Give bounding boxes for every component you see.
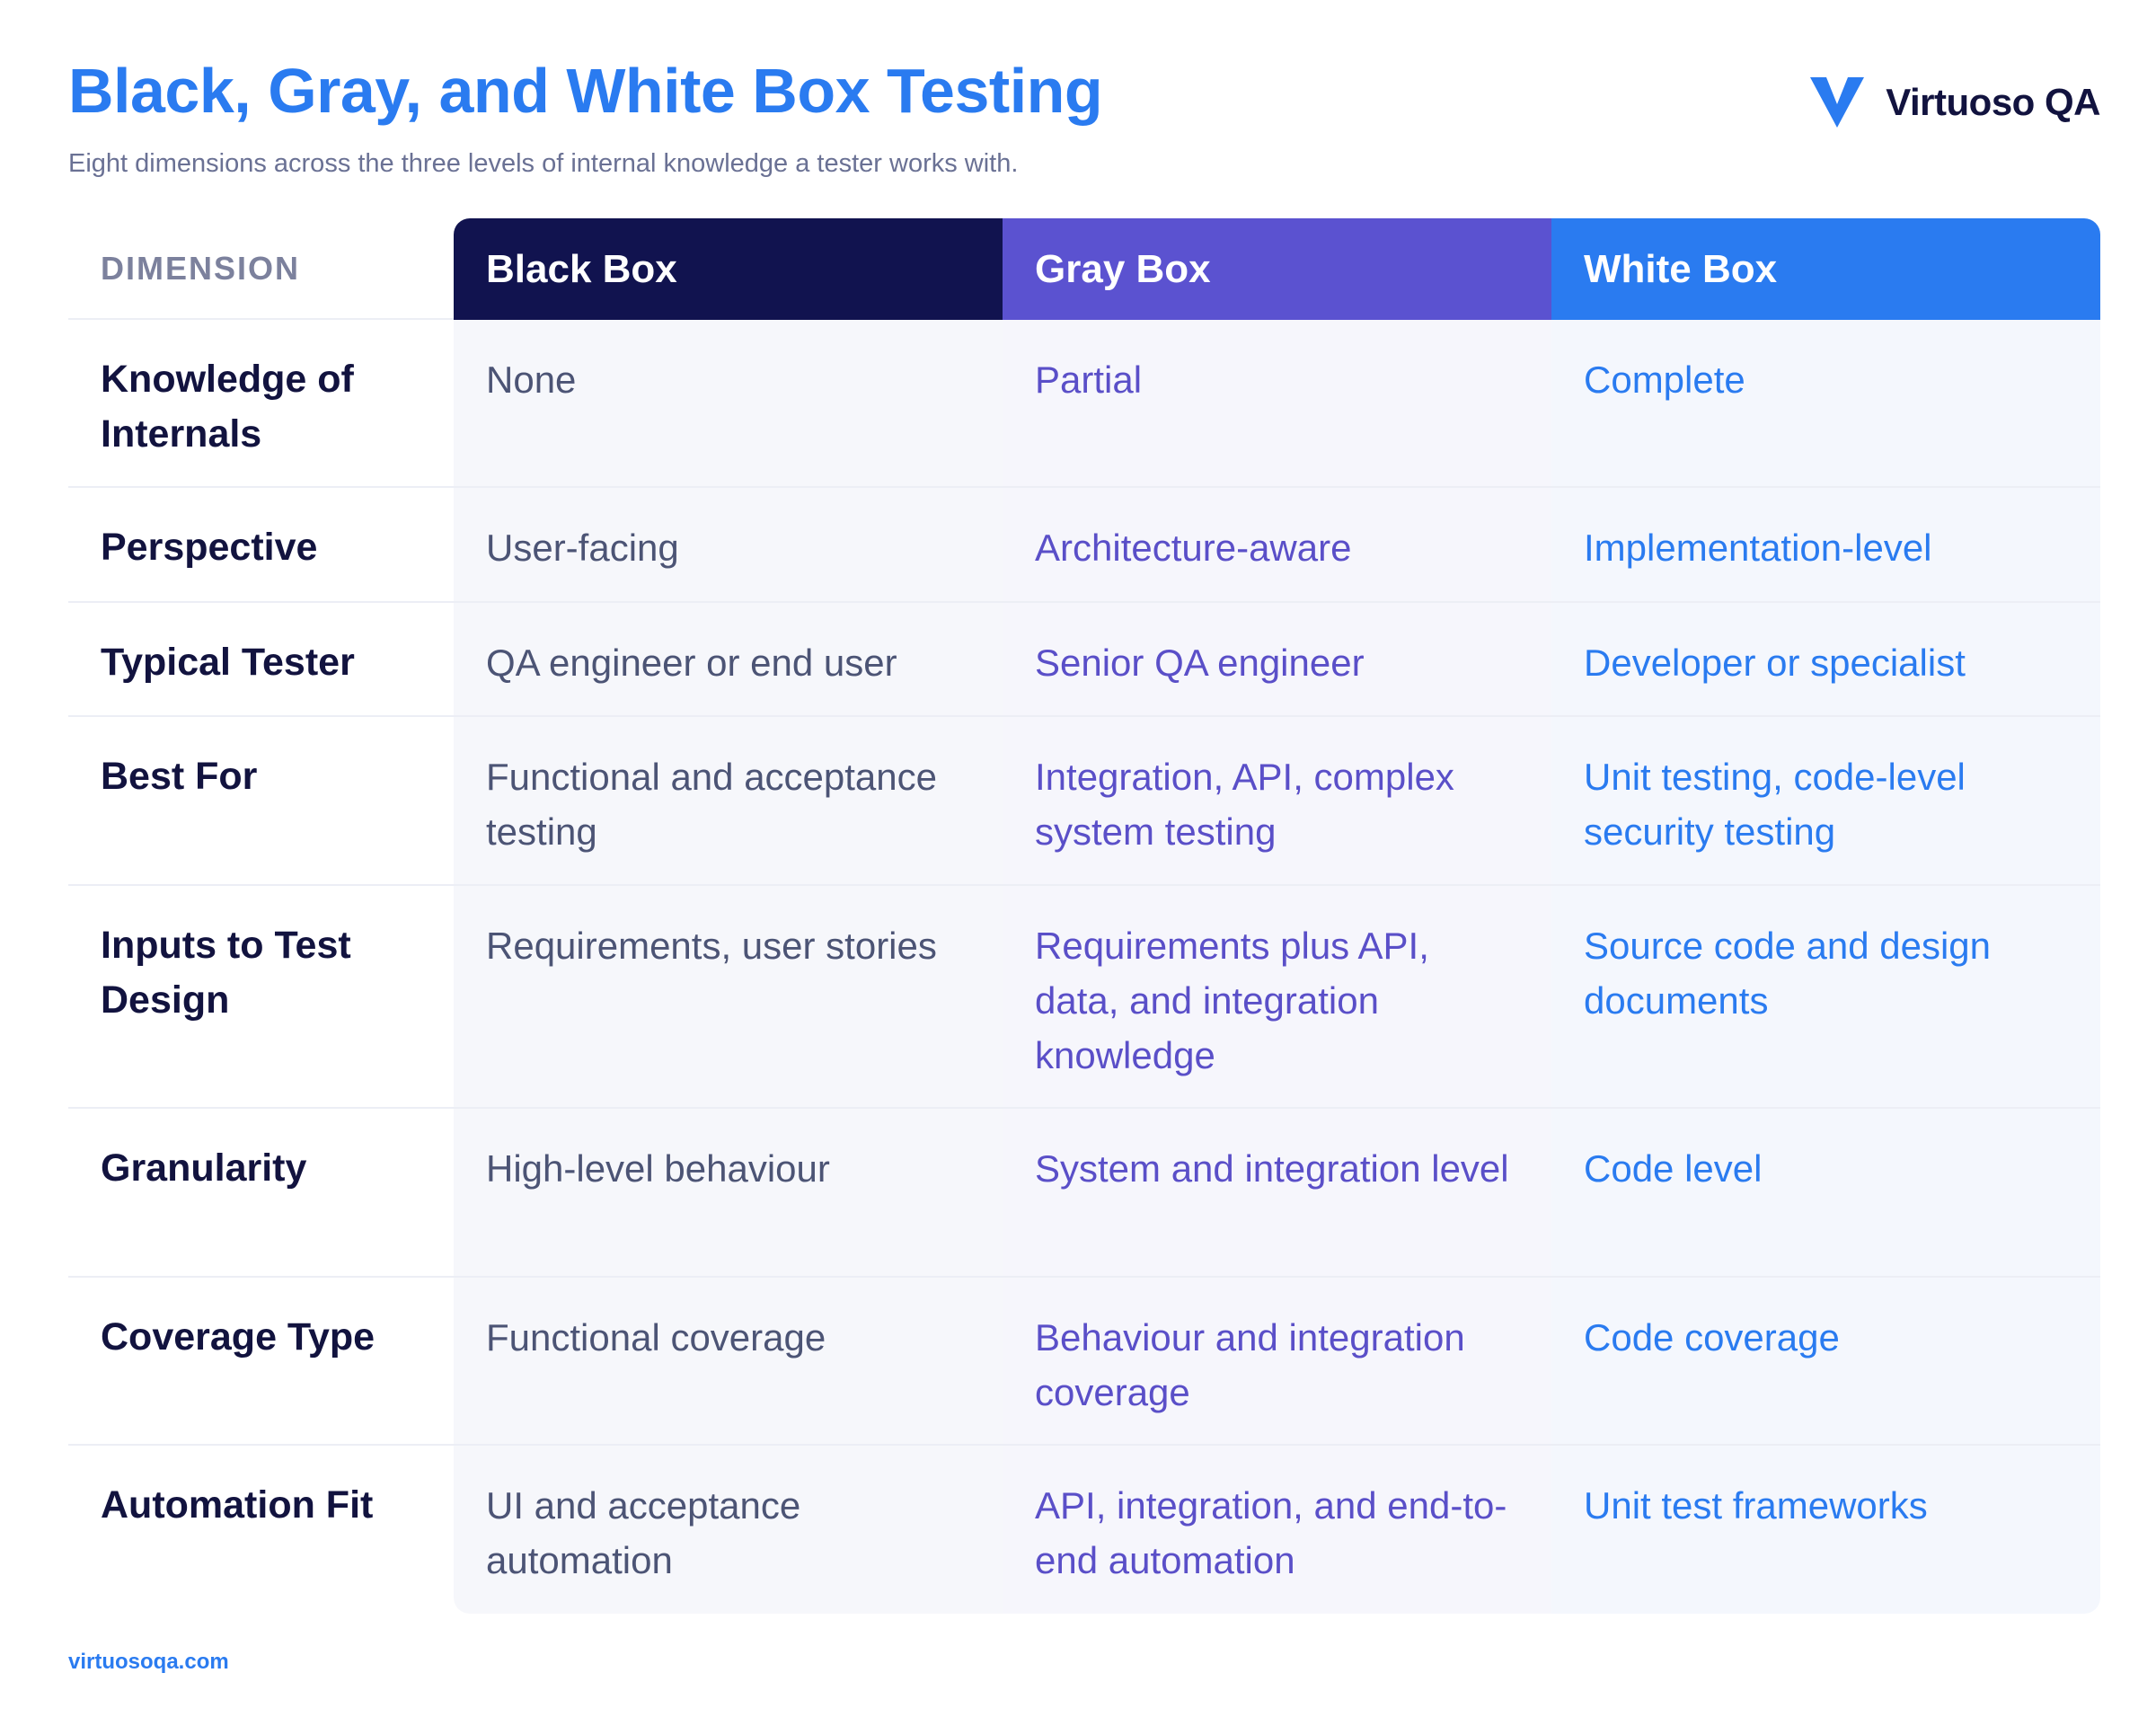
dimension-cell: Best For xyxy=(68,717,454,886)
gray-box-cell: Behaviour and integration coverage xyxy=(1003,1278,1551,1446)
white-box-cell: Implementation-level xyxy=(1551,488,2100,603)
dimension-cell: Knowledge of Internals xyxy=(68,320,454,488)
white-box-cell: Developer or specialist xyxy=(1551,603,2100,717)
gray-box-cell: Requirements plus API, data, and integra… xyxy=(1003,886,1551,1109)
black-box-cell: Functional coverage xyxy=(454,1278,1003,1446)
comparison-table: DIMENSION Black Box Gray Box White Box K… xyxy=(68,218,2100,1614)
brand-logo: Virtuoso QA xyxy=(1810,77,2100,128)
gray-box-cell: Partial xyxy=(1003,320,1551,488)
black-box-cell: UI and acceptance automation xyxy=(454,1446,1003,1614)
dimension-cell: Coverage Type xyxy=(68,1278,454,1446)
white-box-cell: Complete xyxy=(1551,320,2100,488)
gray-box-cell: Senior QA engineer xyxy=(1003,603,1551,717)
white-box-cell: Unit testing, code-level security testin… xyxy=(1551,717,2100,886)
column-header-black-box: Black Box xyxy=(454,218,1003,320)
black-box-cell: None xyxy=(454,320,1003,488)
column-header-dimension: DIMENSION xyxy=(68,218,454,320)
gray-box-cell: API, integration, and end-to-end automat… xyxy=(1003,1446,1551,1614)
gray-box-cell: Integration, API, complex system testing xyxy=(1003,717,1551,886)
white-box-cell: Code coverage xyxy=(1551,1278,2100,1446)
black-box-cell: High-level behaviour xyxy=(454,1109,1003,1278)
column-header-white-box: White Box xyxy=(1551,218,2100,320)
black-box-cell: QA engineer or end user xyxy=(454,603,1003,717)
page-title: Black, Gray, and White Box Testing xyxy=(68,56,1103,126)
page-subtitle: Eight dimensions across the three levels… xyxy=(68,149,1019,178)
white-box-cell: Code level xyxy=(1551,1109,2100,1278)
white-box-cell: Source code and design documents xyxy=(1551,886,2100,1109)
footer-url: virtuosoqa.com xyxy=(68,1650,229,1674)
black-box-cell: User-facing xyxy=(454,488,1003,603)
dimension-cell: Inputs to Test Design xyxy=(68,886,454,1109)
dimension-cell: Typical Tester xyxy=(68,603,454,717)
dimension-cell: Automation Fit xyxy=(101,1483,374,1527)
brand-name: Virtuoso QA xyxy=(1886,81,2100,123)
gray-box-cell: Architecture-aware xyxy=(1003,488,1551,603)
white-box-cell: Unit test frameworks xyxy=(1551,1446,2100,1614)
dimension-cell: Perspective xyxy=(68,488,454,603)
dimension-cell: Granularity xyxy=(68,1109,454,1278)
column-header-gray-box: Gray Box xyxy=(1003,218,1551,320)
gray-box-cell: System and integration level xyxy=(1003,1109,1551,1278)
black-box-cell: Requirements, user stories xyxy=(454,886,1003,1109)
black-box-cell: Functional and acceptance testing xyxy=(454,717,1003,886)
v-logo-icon xyxy=(1810,77,1865,128)
